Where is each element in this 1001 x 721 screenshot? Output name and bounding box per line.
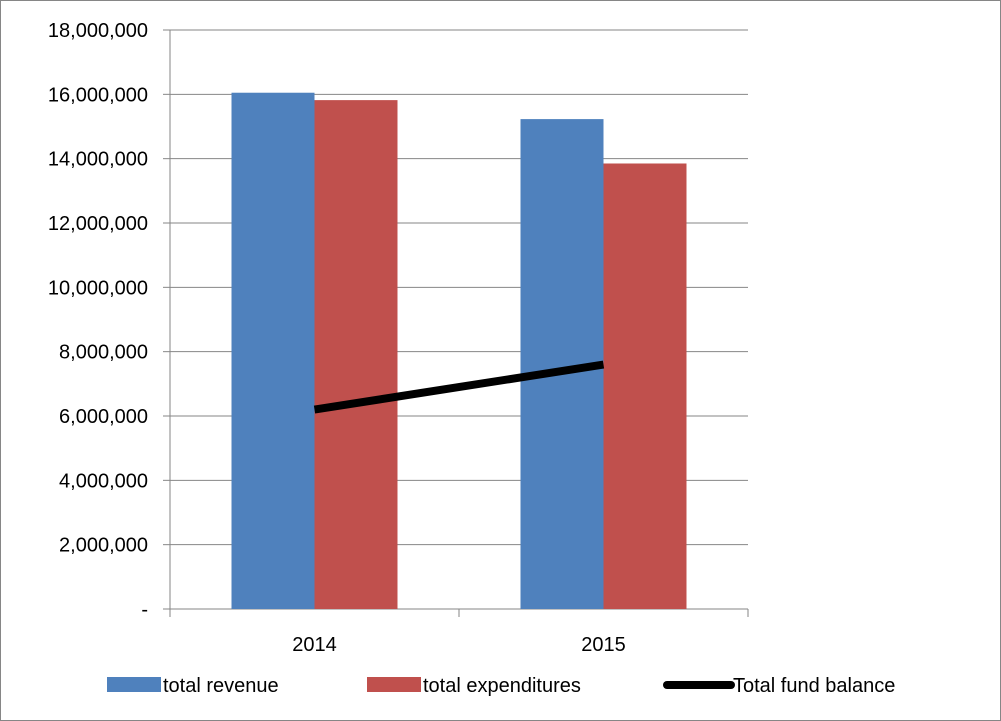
legend-label-total-expenditures: total expenditures (423, 675, 581, 697)
legend-label-total-fund-balance: Total fund balance (733, 675, 895, 697)
y-tick-label: 12,000,000 (48, 213, 148, 235)
y-tick-label: 18,000,000 (48, 20, 148, 42)
bar-total-expenditures-2014 (314, 100, 398, 609)
y-tick-label: 6,000,000 (59, 406, 148, 428)
bar-total-expenditures-2015 (603, 163, 687, 609)
y-tick-label: - (141, 599, 148, 621)
y-tick-label: 16,000,000 (48, 84, 148, 106)
y-tick-label: 14,000,000 (48, 149, 148, 171)
legend-swatch-total-revenue (107, 677, 161, 692)
y-tick-label: 8,000,000 (59, 342, 148, 364)
line-total-fund-balance (313, 360, 605, 414)
bar-total-revenue-2014 (231, 92, 315, 610)
x-tick-label: 2015 (581, 634, 626, 656)
y-tick-label: 10,000,000 (48, 277, 148, 299)
x-tick-label: 2014 (292, 634, 337, 656)
legend-label-total-revenue: total revenue (163, 675, 279, 697)
legend-swatch-total-expenditures (367, 677, 421, 692)
y-tick-label: 2,000,000 (59, 535, 148, 557)
y-tick-label: 4,000,000 (59, 470, 148, 492)
